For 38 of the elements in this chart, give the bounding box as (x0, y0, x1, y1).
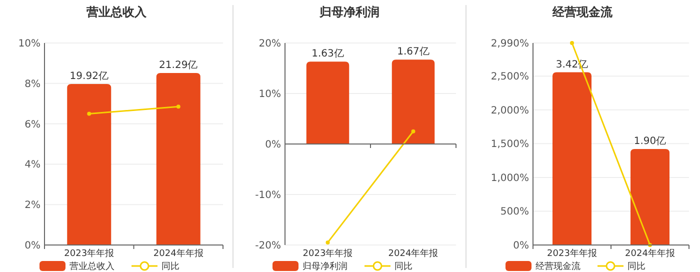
y-tick-label: 0% (265, 140, 281, 150)
legend-label: 同比 (162, 261, 180, 272)
data-label: 1.63亿 (312, 48, 344, 60)
legend-label: 同比 (394, 261, 412, 272)
chart-title: 经营现金流 (552, 5, 614, 19)
legend-label: 营业总收入 (70, 261, 114, 272)
legend-label: 归母净利润 (302, 261, 348, 272)
x-tick-label: 2024年年报 (153, 248, 204, 259)
y-tick-label: 8% (24, 78, 40, 90)
x-tick-label: 2023年年报 (64, 248, 114, 259)
x-tick-label: 2023年年报 (302, 248, 353, 259)
data-label: 21.29亿 (159, 60, 198, 71)
chart-title: 营业总收入 (86, 5, 148, 19)
y-tick-label: 2% (24, 200, 40, 212)
legend-label: 经营现金流 (536, 261, 580, 272)
y-tick-label: 2,500% (490, 72, 529, 83)
data-label: 1.67亿 (397, 46, 430, 58)
y-tick-label: 0% (513, 240, 529, 252)
y-tick-label: 10% (18, 38, 40, 50)
y-tick-label: -10% (255, 190, 281, 201)
y-tick-label: 20% (258, 38, 281, 50)
y-tick-label: 500% (500, 206, 529, 218)
y-tick-label: 2,000% (490, 105, 529, 116)
data-label: 1.90亿 (634, 136, 666, 148)
data-label: 19.92亿 (70, 71, 108, 82)
y-tick-label: 6% (24, 119, 40, 130)
y-tick-label: 1,000% (490, 172, 529, 184)
y-tick-label: 2,990% (490, 38, 529, 50)
y-tick-label: 1,500% (490, 139, 529, 150)
chart-title: 归母净利润 (318, 5, 380, 19)
x-tick-label: 2024年年报 (625, 248, 675, 259)
y-tick-label: 10% (258, 89, 281, 100)
legend-label: 同比 (628, 261, 646, 272)
x-tick-label: 2024年年报 (388, 248, 438, 259)
y-tick-label: 0% (24, 240, 40, 252)
y-tick-label: -20% (255, 240, 281, 252)
x-tick-label: 2023年年报 (547, 248, 597, 259)
y-tick-label: 4% (24, 160, 40, 171)
